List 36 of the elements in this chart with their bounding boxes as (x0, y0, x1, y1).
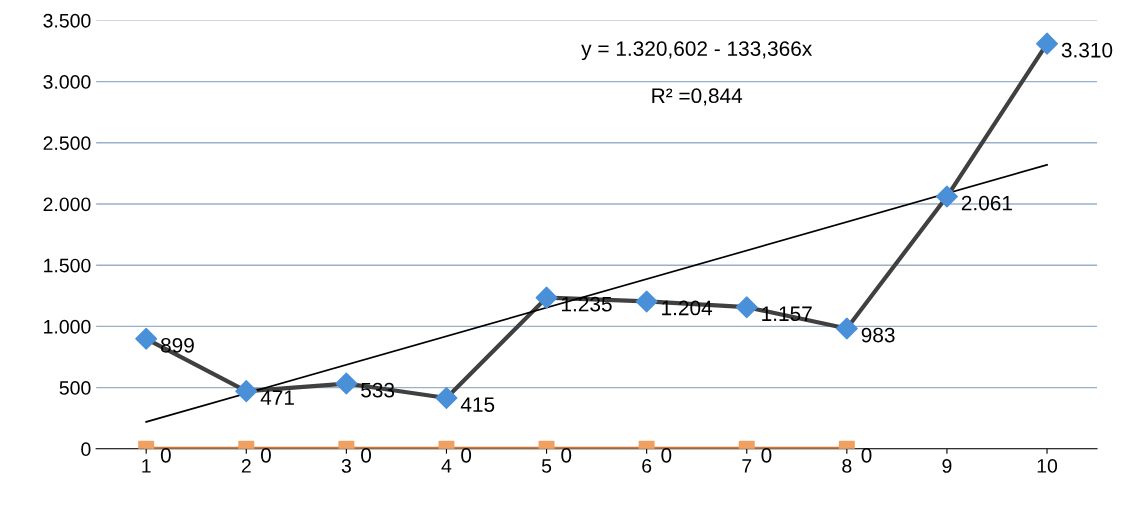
x-tick-label: 4 (441, 459, 452, 473)
y-tick-label: 2.500 (43, 136, 91, 151)
y-tick-label: 2.000 (43, 197, 91, 212)
data-label: 1.204 (662, 300, 713, 316)
x-tick-label: 1 (142, 459, 151, 473)
y-tick-label: 3.500 (43, 13, 91, 28)
annotation: y = 1.320,602 - 133,366x (581, 41, 813, 61)
data-label: 1.235 (562, 296, 612, 312)
y-tick-label: 500 (59, 381, 91, 395)
y-tick-label: 3.000 (43, 75, 91, 89)
data-label: 0 (561, 447, 572, 463)
x-tick-label: 7 (742, 459, 752, 473)
x-tick-label: 2 (241, 459, 251, 473)
data-label: 0 (661, 447, 672, 463)
data-label: 471 (260, 390, 294, 405)
data-label: 899 (160, 337, 194, 353)
x-tick-label: 3 (341, 459, 351, 473)
x-tick-label: 6 (642, 459, 652, 473)
y-tick-label: 1.500 (44, 258, 91, 273)
data-label: 2.061 (961, 195, 1012, 211)
data-label: 3.310 (1061, 42, 1113, 58)
data-label: 0 (260, 447, 271, 463)
data-label: 0 (361, 447, 372, 463)
x-tick-label: 8 (842, 459, 852, 473)
data-label: 0 (761, 447, 772, 463)
data-label: 0 (861, 447, 872, 463)
x-tick-label: 9 (942, 459, 952, 473)
x-tick-label: 5 (541, 459, 552, 473)
annotation: R² =0,844 (652, 88, 743, 106)
data-label: 0 (461, 447, 472, 463)
x-tick-label: 10 (1037, 459, 1058, 473)
data-label: 415 (460, 397, 495, 412)
data-label: 0 (160, 447, 171, 463)
data-label: 983 (861, 327, 895, 343)
y-tick-label: 0 (81, 442, 91, 457)
y-tick-label: 1.000 (44, 319, 91, 334)
